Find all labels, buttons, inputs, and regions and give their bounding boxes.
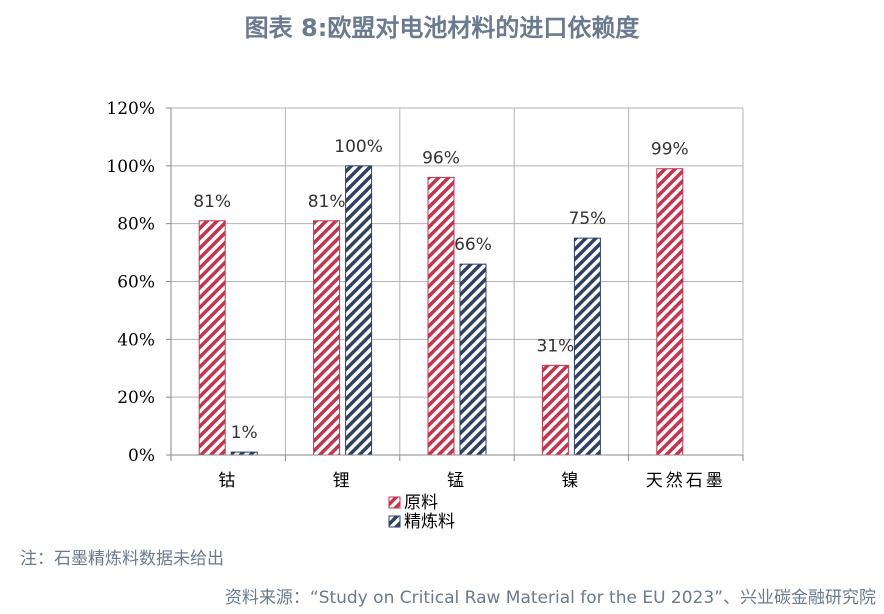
chart-note: 注：石墨精炼料数据未给出	[20, 549, 224, 569]
data-label: 75%	[569, 209, 607, 229]
bar-refined	[573, 237, 601, 456]
data-label: 100%	[334, 137, 383, 157]
legend-swatch-refined	[388, 515, 401, 528]
y-tick-label: 40%	[117, 330, 155, 350]
y-tick-label: 0%	[128, 446, 155, 466]
legend-label-refined: 精炼料	[404, 512, 455, 532]
source-credit: 资料来源：“Study on Critical Raw Material for…	[224, 588, 876, 608]
bar-refined	[459, 263, 487, 456]
x-category-label: 镍	[561, 471, 581, 491]
x-category-label: 天然石墨	[646, 471, 726, 491]
bar-raw	[541, 364, 569, 456]
bar-raw	[198, 220, 226, 456]
data-label: 99%	[651, 140, 689, 160]
y-tick-label: 60%	[117, 273, 155, 293]
legend-swatch-raw	[388, 496, 401, 509]
y-tick-label: 80%	[117, 215, 155, 235]
bar-raw	[656, 168, 684, 456]
y-tick-label: 20%	[117, 388, 155, 408]
chart-title: 图表 8:欧盟对电池材料的进口依赖度	[244, 14, 640, 42]
data-label: 1%	[231, 423, 258, 443]
x-category-label: 锂	[333, 471, 353, 491]
data-label: 66%	[454, 235, 492, 255]
data-label: 81%	[193, 192, 231, 212]
data-label: 81%	[308, 192, 346, 212]
bar-refined	[345, 165, 373, 456]
bar-raw	[427, 176, 455, 456]
bar-raw	[313, 220, 341, 456]
y-tick-label: 120%	[106, 99, 155, 119]
legend-label-raw: 原料	[404, 493, 438, 513]
data-label: 96%	[422, 148, 460, 168]
x-category-label: 锰	[447, 471, 467, 491]
x-category-label: 钴	[218, 471, 238, 491]
data-label: 31%	[537, 336, 575, 356]
y-tick-label: 100%	[106, 157, 155, 177]
